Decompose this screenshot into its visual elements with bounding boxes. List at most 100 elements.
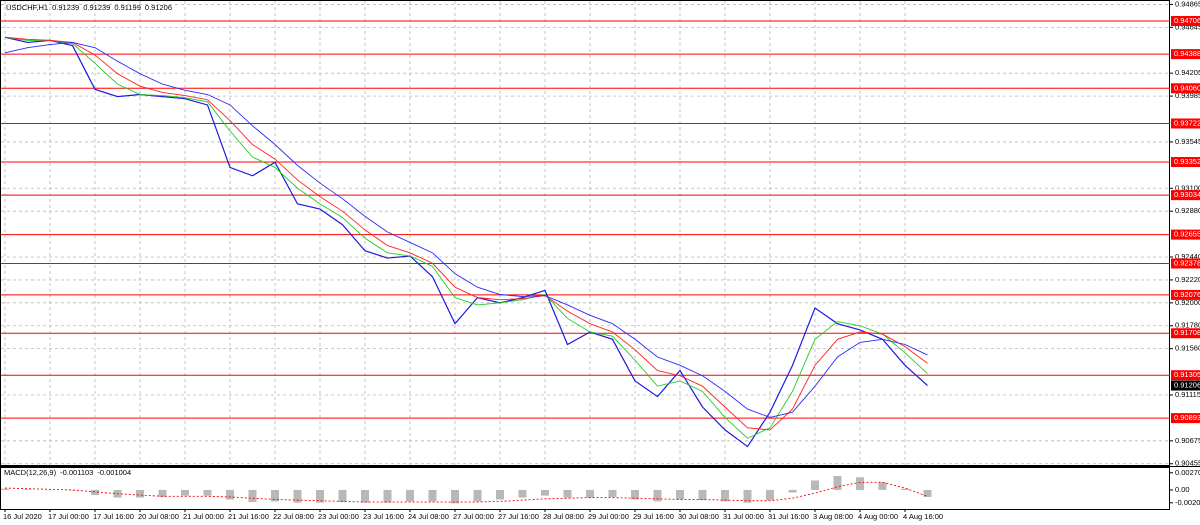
- level-label-box: [1171, 49, 1200, 60]
- macd-bar: [226, 489, 234, 500]
- x-tick-label: 17 Jul 00:00: [48, 512, 89, 521]
- y-tick-label: 0.94205: [1175, 68, 1200, 77]
- y-tick-label: 0.92880: [1175, 206, 1200, 215]
- level-label-box: [1171, 229, 1200, 240]
- level-label-box: [1171, 157, 1200, 168]
- x-tick-label: 20 Jul 08:00: [138, 512, 179, 521]
- macd-bar: [473, 489, 482, 502]
- macd-bar: [361, 489, 369, 503]
- macd-bar: [271, 489, 279, 502]
- x-tick-label: 3 Aug 08:00: [813, 512, 853, 521]
- level-label: 0.94060: [1174, 83, 1200, 92]
- macd-last: -0.001103: [60, 468, 93, 477]
- y-tick-label: 0.93545: [1175, 137, 1200, 146]
- macd-bar: [653, 489, 662, 502]
- level-label-box: [1171, 289, 1200, 300]
- macd-bar: [23, 489, 32, 490]
- level-label: 0.93722: [1174, 118, 1200, 127]
- y-tick-label: 0.90675: [1175, 436, 1200, 445]
- x-tick-label: 23 Jul 00:00: [318, 512, 359, 521]
- level-label: 0.94706: [1174, 16, 1200, 25]
- macd-bar: [496, 489, 504, 500]
- price-pane: [0, 0, 1170, 466]
- x-tick-label: 24 Jul 08:00: [408, 512, 449, 521]
- macd-bar: [181, 489, 189, 496]
- macd-bar: [563, 489, 572, 498]
- x-tick-label: 17 Jul 16:00: [93, 512, 134, 521]
- macd-bar: [293, 489, 302, 503]
- last-high: 0.91239: [83, 3, 110, 12]
- x-tick-label: 4 Aug 16:00: [903, 512, 943, 521]
- macd-title: MACD(12,26,9) -0.001103 -0.001004: [4, 468, 131, 477]
- x-tick-label: 16 Jul 2020: [3, 512, 42, 521]
- macd-bar: [608, 489, 617, 497]
- macd-bar: [856, 477, 864, 490]
- level-label: 0.92076: [1174, 290, 1200, 299]
- moving-average: [4, 36, 928, 439]
- macd-bar: [631, 489, 639, 500]
- level-label: 0.92655: [1174, 230, 1200, 239]
- current-price-box: [1171, 380, 1200, 391]
- y-tick-label: 0.93100: [1175, 183, 1200, 192]
- signal-last: -0.001004: [97, 468, 131, 477]
- macd-bar: [833, 475, 842, 490]
- macd-bar: [743, 489, 752, 503]
- level-label-box: [1171, 413, 1200, 424]
- y-tick-label: 0.92220: [1175, 275, 1200, 284]
- macd-bar: [451, 489, 459, 504]
- signal-line: [4, 481, 928, 503]
- y-tick-label: 0.92440: [1175, 252, 1200, 261]
- y-tick-label: 0.91560: [1175, 344, 1200, 353]
- y-tick-label: 0.92000: [1175, 298, 1200, 307]
- x-tick-label: 22 Jul 08:00: [273, 512, 314, 521]
- y-tick-label: -0.002026: [1175, 498, 1200, 507]
- macd-bar: [1, 488, 9, 490]
- macd-bar: [811, 480, 819, 490]
- x-tick-label: 27 Jul 16:00: [498, 512, 539, 521]
- macd-bar: [721, 489, 729, 502]
- level-label: 0.92378: [1174, 258, 1200, 267]
- macd-name: MACD(12,26,9): [4, 468, 57, 477]
- x-tick-label: 23 Jul 16:00: [363, 512, 404, 521]
- level-label-box: [1171, 83, 1200, 94]
- last-low: 0.91199: [114, 3, 141, 12]
- x-tick-label: 27 Jul 00:00: [453, 512, 494, 521]
- level-label: 0.93352: [1174, 157, 1200, 166]
- level-label: 0.91305: [1174, 370, 1200, 379]
- macd-bar: [68, 489, 77, 491]
- y-tick-label: 0.91780: [1175, 321, 1200, 330]
- y-tick-label: 0.93985: [1175, 91, 1200, 100]
- x-tick-label: 31 Jul 00:00: [723, 512, 764, 521]
- macd-bar: [698, 489, 707, 501]
- macd-bar: [136, 489, 144, 498]
- y-tick-label: 0.00: [1175, 485, 1190, 494]
- level-label: 0.90893: [1174, 413, 1200, 422]
- macd-bar: [248, 489, 257, 503]
- price-title: USDCHF,H1 0.91239 0.91239 0.91199 0.91206: [6, 3, 172, 12]
- level-label-box: [1171, 190, 1200, 201]
- x-tick-label: 21 Jul 00:00: [183, 512, 224, 521]
- x-tick-label: 30 Jul 08:00: [678, 512, 719, 521]
- level-label-box: [1171, 118, 1200, 129]
- last-open: 0.91239: [52, 3, 79, 12]
- level-label: 0.94388: [1174, 49, 1200, 58]
- moving-average: [4, 36, 928, 431]
- macd-bar: [383, 489, 392, 503]
- y-tick-label: 0.94645: [1175, 22, 1200, 31]
- macd-pane: [0, 467, 1170, 510]
- macd-bar: [541, 489, 549, 496]
- x-tick-label: 4 Aug 00:00: [858, 512, 898, 521]
- y-tick-label: 0.002707: [1175, 468, 1200, 477]
- macd-bar: [203, 489, 212, 496]
- symbol: USDCHF,H1: [6, 3, 48, 12]
- current-price-label: 0.91206: [1174, 381, 1200, 390]
- x-tick-label: 21 Jul 16:00: [228, 512, 269, 521]
- macd-bar: [91, 489, 99, 496]
- macd-bar: [316, 489, 324, 503]
- macd-bar: [518, 489, 527, 498]
- x-tick-label: 31 Jul 16:00: [768, 512, 809, 521]
- level-label-box: [1171, 370, 1200, 381]
- x-tick-label: 29 Jul 00:00: [588, 512, 629, 521]
- x-tick-label: 29 Jul 16:00: [633, 512, 674, 521]
